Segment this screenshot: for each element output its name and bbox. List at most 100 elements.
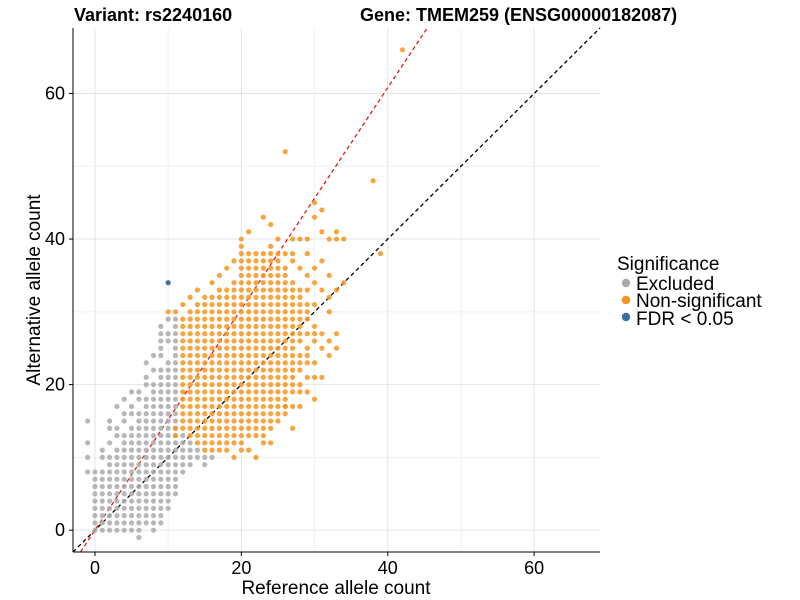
data-point: [289, 301, 296, 308]
data-point: [143, 498, 149, 504]
data-point: [158, 396, 164, 402]
data-point: [114, 447, 120, 453]
data-point: [304, 309, 310, 315]
data-point: [319, 258, 325, 264]
data-point: [224, 352, 230, 359]
data-point: [158, 462, 164, 468]
data-point: [136, 505, 142, 511]
data-point: [187, 440, 193, 446]
data-point: [150, 454, 157, 460]
data-point: [143, 360, 149, 366]
data-point: [246, 265, 252, 271]
data-point: [106, 418, 113, 424]
data-point: [202, 411, 208, 417]
data-point: [150, 352, 157, 359]
data-point: [187, 447, 193, 453]
data-point: [180, 432, 186, 439]
data-point: [253, 338, 259, 344]
data-point: [143, 483, 149, 490]
data-point: [333, 236, 340, 242]
data-point: [172, 447, 179, 453]
data-point: [275, 236, 281, 242]
data-point: [282, 367, 288, 373]
data-point: [297, 403, 303, 410]
y-tick-label: 0: [55, 520, 65, 540]
data-point: [180, 469, 186, 475]
data-point: [224, 403, 230, 410]
data-point: [282, 374, 288, 380]
data-point: [282, 309, 288, 315]
data-point: [128, 513, 135, 519]
data-point: [136, 491, 142, 497]
data-point: [224, 345, 230, 351]
data-point: [224, 382, 230, 388]
data-point: [224, 301, 230, 308]
data-point: [216, 389, 222, 395]
data-point: [202, 425, 208, 431]
data-point: [253, 352, 259, 359]
data-point: [282, 301, 288, 308]
data-point: [246, 367, 252, 373]
data-point: [260, 352, 266, 359]
data-point: [253, 432, 259, 439]
data-point: [253, 251, 259, 257]
data-point: [136, 469, 142, 475]
data-point: [268, 418, 274, 424]
data-point: [158, 476, 164, 482]
data-point: [209, 396, 215, 402]
data-point: [128, 476, 135, 482]
data-point: [121, 411, 127, 417]
data-point: [282, 149, 288, 155]
data-point: [158, 447, 164, 453]
data-point: [92, 520, 98, 526]
data-point: [297, 294, 303, 300]
data-point: [99, 505, 105, 511]
data-point: [136, 440, 142, 446]
data-point: [246, 251, 252, 257]
data-point: [238, 411, 244, 417]
data-point: [231, 345, 237, 351]
data-point: [253, 287, 259, 293]
data-point: [275, 258, 281, 264]
data-point: [143, 505, 149, 511]
data-point: [136, 432, 142, 439]
data-point: [106, 498, 113, 504]
data-point: [246, 323, 252, 329]
data-point: [106, 476, 113, 482]
data-point: [172, 418, 179, 424]
data-point: [253, 418, 259, 424]
data-point: [150, 462, 157, 468]
data-point: [180, 440, 186, 446]
data-point: [150, 432, 157, 439]
data-point: [202, 389, 208, 395]
data-point: [114, 520, 120, 526]
data-point: [282, 360, 288, 366]
data-point: [180, 374, 186, 380]
data-point: [180, 345, 186, 351]
data-point: [238, 309, 244, 315]
data-point: [275, 323, 281, 329]
data-point: [172, 309, 179, 315]
data-point: [194, 316, 201, 322]
data-point: [106, 425, 113, 431]
data-point: [311, 360, 318, 366]
data-point: [158, 520, 164, 526]
data-point: [136, 425, 142, 431]
data-point: [187, 331, 193, 337]
data-point: [311, 338, 318, 344]
data-point: [150, 491, 157, 497]
data-point: [194, 382, 201, 388]
data-point: [165, 382, 171, 388]
data-point: [187, 360, 193, 366]
data-point: [289, 338, 296, 344]
data-point: [246, 229, 252, 235]
data-point: [282, 403, 288, 410]
data-point: [194, 352, 201, 359]
data-point: [194, 440, 201, 446]
data-point: [216, 338, 222, 344]
data-point: [224, 418, 230, 424]
data-point: [194, 367, 201, 373]
data-point: [158, 403, 164, 410]
data-point: [209, 411, 215, 417]
